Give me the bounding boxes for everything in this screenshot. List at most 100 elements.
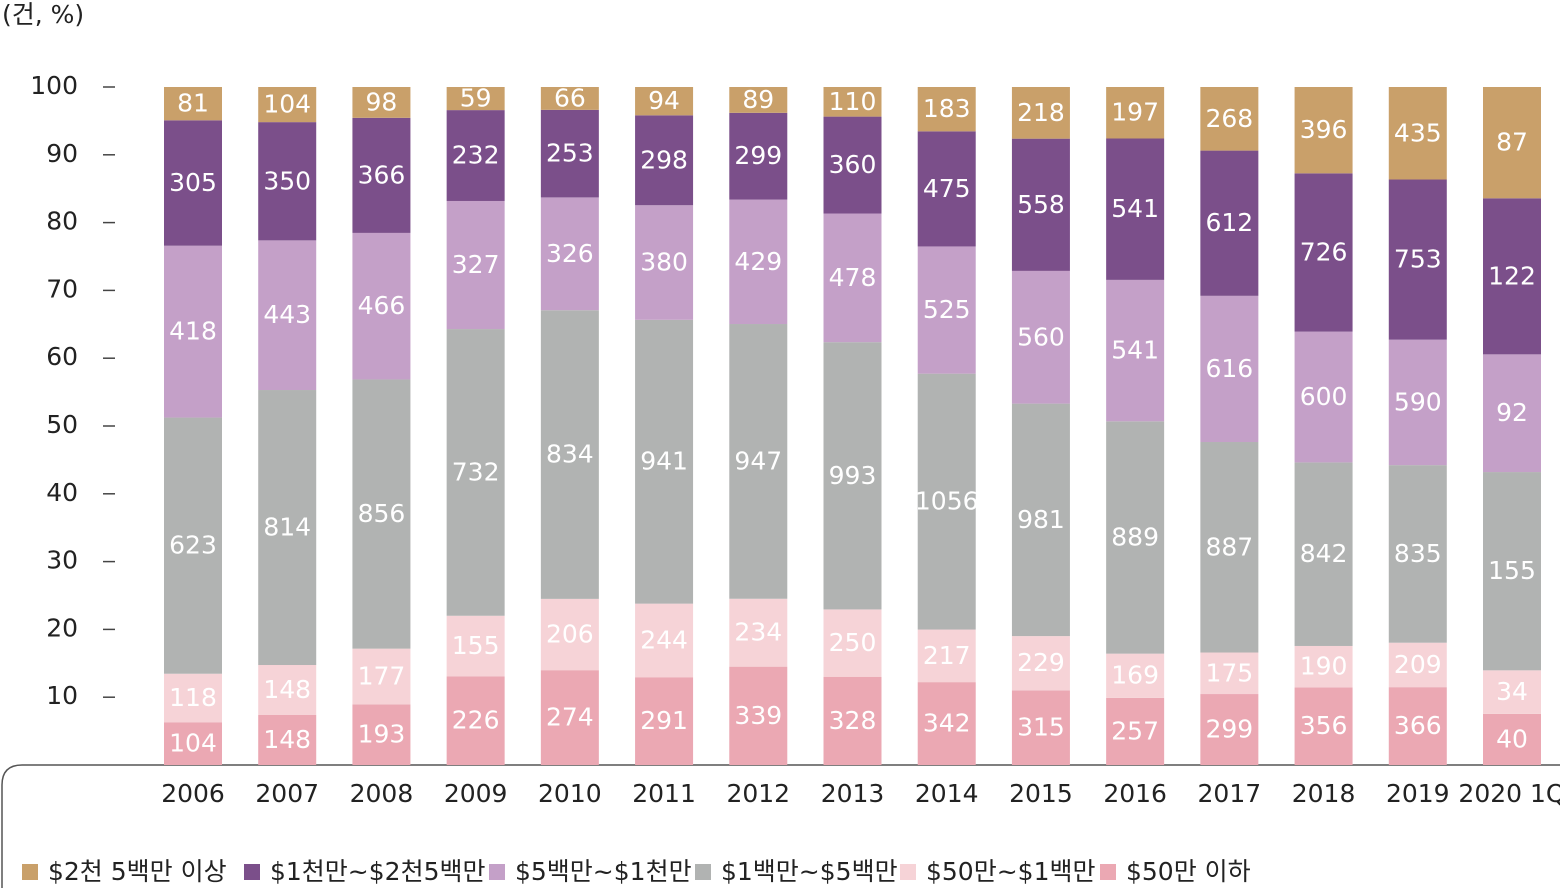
bar-segment — [164, 722, 222, 765]
data-label: 753 — [1394, 245, 1442, 274]
data-label: 244 — [640, 625, 688, 654]
bar-segment — [446, 110, 505, 201]
data-label: 541 — [1111, 336, 1159, 365]
x-tick-label: 2018 — [1292, 779, 1356, 808]
bar-segment — [164, 673, 222, 723]
bar-segment — [729, 112, 788, 200]
data-label: 299 — [1205, 715, 1253, 744]
bar-segment — [1011, 87, 1070, 139]
bar-segment — [540, 197, 599, 311]
bar-segment — [352, 87, 411, 118]
legend-label: $2천 5백만 이상 — [48, 857, 227, 886]
bar-segment — [1200, 652, 1259, 695]
unit-label: (건, %) — [2, 0, 84, 29]
data-label: 856 — [358, 499, 406, 528]
bar-segment — [446, 200, 505, 330]
bar-segment — [1483, 670, 1541, 714]
bar-segment — [1200, 150, 1259, 296]
data-label: 350 — [263, 166, 311, 195]
data-label: 193 — [358, 720, 406, 749]
bar-segment — [729, 598, 788, 667]
data-label: 612 — [1205, 208, 1253, 237]
bar-segment — [446, 87, 505, 111]
bar-segment — [446, 676, 505, 765]
x-tick-label: 2009 — [444, 779, 508, 808]
bar-segment — [1388, 642, 1447, 688]
legend-label: $50만~$1백만 — [926, 857, 1095, 886]
data-label: 396 — [1300, 115, 1348, 144]
data-label: 315 — [1017, 713, 1065, 742]
bar-segment — [917, 373, 976, 630]
bar-segment — [258, 390, 317, 666]
data-label: 291 — [640, 706, 688, 735]
data-label: 590 — [1394, 387, 1442, 416]
data-label: 40 — [1496, 724, 1528, 753]
data-label: 356 — [1300, 711, 1348, 740]
data-label: 889 — [1111, 522, 1159, 551]
data-label: 218 — [1017, 98, 1065, 127]
data-label: 981 — [1017, 505, 1065, 534]
x-tick-label: 2007 — [255, 779, 319, 808]
bar-segment — [1483, 87, 1541, 199]
data-label: 175 — [1205, 658, 1253, 687]
data-label: 435 — [1394, 118, 1442, 147]
data-label: 887 — [1205, 532, 1253, 561]
legend-swatch — [489, 864, 505, 880]
data-label: 600 — [1300, 382, 1348, 411]
x-tick-label: 2016 — [1103, 779, 1167, 808]
data-label: 229 — [1017, 648, 1065, 677]
bar-segment — [258, 87, 317, 123]
data-label: 466 — [358, 291, 406, 320]
bar-segment — [729, 324, 788, 599]
bar-segment — [540, 598, 599, 671]
bar-segment — [1011, 270, 1070, 404]
data-label: 342 — [923, 709, 971, 738]
bar-segment — [917, 87, 976, 132]
y-tick-label: 60 — [46, 342, 78, 371]
data-label: 122 — [1488, 261, 1536, 290]
bar-segment — [352, 379, 411, 649]
data-label: 328 — [829, 706, 877, 735]
data-label: 232 — [452, 141, 500, 170]
y-tick-label: 90 — [46, 139, 78, 168]
legend-swatch — [900, 864, 916, 880]
data-label: 209 — [1394, 650, 1442, 679]
bar-segment — [917, 131, 976, 247]
bar-segment — [540, 87, 599, 110]
data-label: 183 — [923, 94, 971, 123]
bar-segment — [164, 245, 222, 418]
bar-segment — [446, 329, 505, 616]
bar-segment — [1388, 179, 1447, 340]
baseline — [1, 764, 1560, 888]
bar-segment — [1011, 403, 1070, 637]
bar-segment — [1294, 173, 1353, 332]
data-label: 560 — [1017, 322, 1065, 351]
x-tick-label: 2013 — [821, 779, 885, 808]
bar-segment — [635, 87, 694, 116]
bar-segment — [540, 670, 599, 765]
bar-segment — [1294, 331, 1353, 463]
data-label: 298 — [640, 145, 688, 174]
data-label: 726 — [1300, 237, 1348, 266]
bar-segment — [446, 615, 505, 677]
bar-segment — [1483, 472, 1541, 671]
data-label: 190 — [1300, 652, 1348, 681]
data-label: 234 — [734, 618, 782, 647]
bar-segment — [1106, 697, 1165, 765]
bar-segment — [1388, 87, 1447, 180]
x-tick-label: 2012 — [726, 779, 790, 808]
data-label: 541 — [1111, 194, 1159, 223]
data-label: 299 — [734, 141, 782, 170]
bar-segment — [1388, 465, 1447, 643]
data-label: 169 — [1111, 661, 1159, 690]
bar-segment — [1483, 354, 1541, 473]
data-label: 947 — [734, 446, 782, 475]
data-label: 366 — [358, 160, 406, 189]
legend-swatch — [1100, 864, 1116, 880]
data-label: 177 — [358, 661, 406, 690]
data-label: 94 — [648, 86, 680, 115]
bar-segment — [352, 232, 411, 380]
data-label: 360 — [829, 150, 877, 179]
data-label: 87 — [1496, 128, 1528, 157]
